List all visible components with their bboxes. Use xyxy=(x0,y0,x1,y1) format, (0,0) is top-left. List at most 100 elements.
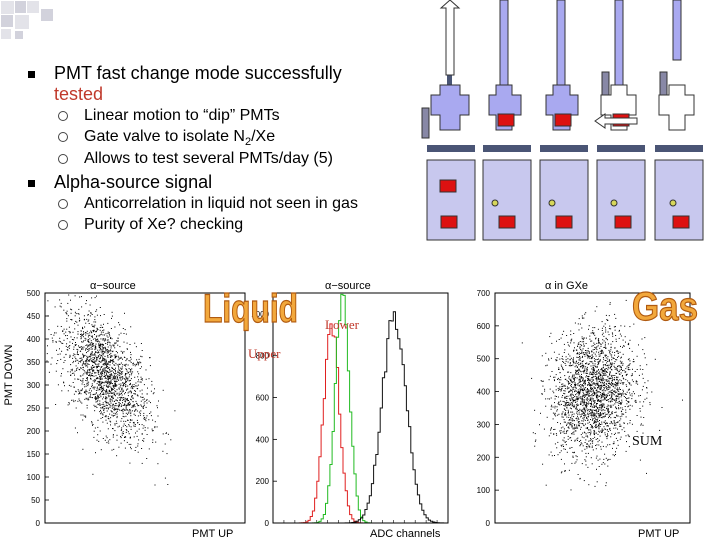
chart1-point xyxy=(105,348,107,350)
chart3-point xyxy=(609,359,610,361)
chart1-point xyxy=(96,358,97,360)
chart1-point xyxy=(91,342,93,344)
chart3-point xyxy=(591,446,593,448)
chart3-point xyxy=(602,403,604,405)
chart3-point xyxy=(611,413,613,415)
chart3-point xyxy=(572,361,574,363)
chart3-point xyxy=(605,337,607,339)
chart3-point xyxy=(624,371,626,373)
chart3-point xyxy=(593,422,595,423)
chart3-point xyxy=(627,380,629,382)
chart3-point xyxy=(610,349,612,351)
chart1-point xyxy=(81,296,82,298)
chart3-point xyxy=(600,351,602,353)
chart3-point xyxy=(578,378,580,380)
chart3-point xyxy=(622,375,623,376)
chart1-point xyxy=(55,341,57,343)
chart3-point xyxy=(598,340,600,342)
chart1-point xyxy=(136,402,138,404)
chart1-point xyxy=(70,385,72,387)
chart1-point xyxy=(107,428,109,430)
chart3-point xyxy=(613,443,615,445)
chart3-point xyxy=(606,399,608,401)
chart3-point xyxy=(592,374,594,375)
chart1-point xyxy=(89,392,91,394)
chart1-point xyxy=(108,390,110,392)
chart3-point xyxy=(609,362,611,364)
chart3-point xyxy=(600,394,602,396)
chart3-point xyxy=(583,480,585,482)
chart3-point xyxy=(593,395,594,397)
chart3-point xyxy=(597,328,599,330)
chart1-point xyxy=(52,341,54,343)
chart3-point xyxy=(611,392,613,394)
chart3-point xyxy=(574,462,576,464)
chart1-point xyxy=(92,369,94,371)
chart1-point xyxy=(73,386,75,388)
chart3-point xyxy=(587,384,588,386)
chart1-point xyxy=(76,321,78,323)
chart3-point xyxy=(586,354,588,356)
chart3-point xyxy=(568,411,569,413)
chart1-point xyxy=(170,439,172,441)
chart1-point xyxy=(109,381,111,383)
chart1-point xyxy=(109,413,111,415)
chart3-point xyxy=(616,359,618,361)
chart1-point xyxy=(89,369,91,371)
chart1-point xyxy=(152,439,154,441)
chart3-point xyxy=(560,427,562,429)
chart3-point xyxy=(615,372,617,374)
chart1-point xyxy=(132,398,134,400)
chart1-point xyxy=(48,329,50,331)
chart1-point xyxy=(71,319,73,321)
chart1-point xyxy=(95,348,97,350)
chart1-point xyxy=(122,391,124,392)
chart3-point xyxy=(594,401,596,403)
chart1-point xyxy=(92,366,94,368)
chart3-point xyxy=(586,405,588,407)
chart3-point xyxy=(586,400,588,402)
chart3-point xyxy=(569,403,571,405)
chart1-point xyxy=(80,379,81,381)
chart1-point xyxy=(115,409,117,410)
chart1-point xyxy=(126,441,128,443)
chart3-point xyxy=(595,410,597,412)
chart3-point xyxy=(605,347,607,349)
chart1-point xyxy=(112,398,114,399)
chart3-point xyxy=(593,391,595,393)
chart1-point xyxy=(107,402,109,404)
chart1-point xyxy=(55,370,57,372)
chart3-point xyxy=(561,385,563,387)
chart3-point xyxy=(592,377,594,379)
chart3-point xyxy=(570,380,571,382)
chart3-point xyxy=(600,413,602,415)
chart1-point xyxy=(89,338,91,340)
chart1-point xyxy=(140,355,142,357)
chart1-point xyxy=(113,354,115,356)
chart3-point xyxy=(583,395,585,397)
chart3-point xyxy=(558,369,559,370)
chart1-point xyxy=(75,344,77,345)
chart3-point xyxy=(597,408,599,410)
chart3-point xyxy=(563,440,565,442)
chart3-point xyxy=(621,413,623,415)
chart3-point xyxy=(603,374,605,376)
chart1-point xyxy=(75,320,77,322)
chart3-point xyxy=(603,399,605,401)
chart3-point xyxy=(584,383,586,384)
chart3-point xyxy=(587,427,589,429)
chart1-point xyxy=(96,327,98,329)
chart1-point xyxy=(106,405,108,407)
chart3-point xyxy=(601,394,603,396)
chart1-point xyxy=(88,389,90,391)
chart1-point xyxy=(114,387,116,389)
chart3-point xyxy=(554,407,556,409)
chart3-point xyxy=(608,411,609,413)
chart1-point xyxy=(111,400,113,402)
chart1-point xyxy=(120,399,121,401)
chart3-point xyxy=(583,431,585,433)
chart3-point xyxy=(621,368,622,370)
chart1-point xyxy=(91,314,93,315)
chart3-point xyxy=(576,393,578,395)
chart3-point xyxy=(598,400,600,402)
